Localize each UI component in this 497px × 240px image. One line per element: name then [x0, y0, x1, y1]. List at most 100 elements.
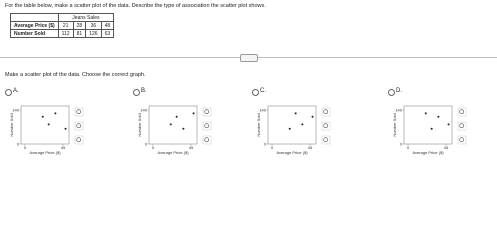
- open-window[interactable]: [74, 135, 84, 145]
- point: [182, 127, 185, 130]
- point: [41, 115, 44, 118]
- point: [447, 123, 450, 126]
- y-tick-label: 140: [259, 107, 266, 112]
- icon-frame: [321, 135, 331, 145]
- cell: 48: [100, 21, 115, 30]
- point: [311, 115, 314, 118]
- data-table: Jeans Sales Average Price ($) 21 28 36 4…: [10, 13, 115, 38]
- mini-graph: 0 45 0 140 Average Price ($) Number Sold: [256, 105, 331, 155]
- x-tick-label: 45: [61, 145, 66, 150]
- option-label: C.: [260, 88, 266, 94]
- mini-graph: 0 45 0 140 Average Price ($) Number Sold: [392, 105, 467, 155]
- icon-glyph: [323, 137, 328, 143]
- y-axis-label: Number Sold: [9, 113, 14, 136]
- option-label: A.: [13, 88, 19, 94]
- option[interactable]: D. 0 45 0 140 Average Price ($) Number Sold: [388, 88, 497, 158]
- zoom-in[interactable]: [74, 107, 84, 117]
- x-tick-label: 0: [407, 145, 410, 150]
- open-window[interactable]: [457, 135, 467, 145]
- icon-frame: [74, 135, 84, 145]
- plot-area: [148, 105, 198, 145]
- mini-graph: 0 45 0 140 Average Price ($) Number Sold: [9, 105, 84, 155]
- x-axis-label: Average Price ($): [29, 150, 61, 155]
- y-tick-label: 0: [264, 141, 267, 146]
- point: [437, 115, 440, 118]
- icon-frame: [457, 107, 467, 117]
- zoom-out[interactable]: [321, 121, 331, 131]
- point: [288, 127, 291, 130]
- x-tick-label: 45: [308, 145, 313, 150]
- icon-glyph: [323, 109, 328, 114]
- option-label: B.: [141, 88, 147, 94]
- x-tick-label: 0: [152, 145, 155, 150]
- option[interactable]: C. 0 45 0 140 Average Price ($) Number Sold: [252, 88, 372, 158]
- radio[interactable]: [388, 89, 395, 96]
- cell: 112: [57, 29, 74, 38]
- radio[interactable]: [5, 89, 12, 96]
- table-title: Jeans Sales: [57, 13, 115, 22]
- x-tick-label: 0: [271, 145, 274, 150]
- icon-frame: [457, 135, 467, 145]
- point: [64, 127, 67, 130]
- y-tick-label: 0: [145, 141, 148, 146]
- prompt: Make a scatter plot of the data. Choose …: [5, 72, 146, 78]
- zoom-in[interactable]: [321, 107, 331, 117]
- cell: 63: [100, 29, 115, 38]
- point: [175, 115, 178, 118]
- icon-frame: [74, 107, 84, 117]
- zoom-in[interactable]: [202, 107, 212, 117]
- cell: 126: [85, 29, 102, 38]
- x-tick-label: 0: [24, 145, 27, 150]
- icon-frame: [74, 121, 84, 131]
- row-header: Number Sold: [10, 29, 59, 38]
- point: [424, 112, 427, 115]
- point: [54, 112, 57, 115]
- y-axis-label: Number Sold: [137, 113, 142, 136]
- icon-glyph: [76, 137, 81, 143]
- cell: 28: [72, 21, 87, 30]
- y-tick-label: 140: [140, 107, 147, 112]
- point: [301, 123, 304, 126]
- x-tick-label: 45: [444, 145, 449, 150]
- icon-frame: [202, 107, 212, 117]
- zoom-out[interactable]: [74, 121, 84, 131]
- cell: 36: [85, 21, 102, 30]
- icon-glyph: [459, 109, 464, 114]
- icon-frame: [202, 135, 212, 145]
- zoom-out[interactable]: [457, 121, 467, 131]
- radio[interactable]: [252, 89, 259, 96]
- open-window[interactable]: [202, 135, 212, 145]
- point: [47, 123, 50, 126]
- icon-glyph: [76, 109, 81, 114]
- expand-button[interactable]: [240, 54, 258, 62]
- y-axis-label: Number Sold: [392, 113, 397, 136]
- icon-glyph: [459, 123, 464, 129]
- x-axis-label: Average Price ($): [157, 150, 189, 155]
- icon-frame: [321, 121, 331, 131]
- zoom-in[interactable]: [457, 107, 467, 117]
- question: For the table below, make a scatter plot…: [5, 3, 266, 9]
- radio[interactable]: [133, 89, 140, 96]
- y-tick-label: 0: [400, 141, 403, 146]
- zoom-out[interactable]: [202, 121, 212, 131]
- x-axis-label: Average Price ($): [412, 150, 444, 155]
- icon-glyph: [204, 137, 209, 143]
- y-axis-label: Number Sold: [256, 113, 261, 136]
- option[interactable]: B. 0 45 0 140 Average Price ($) Number Sold: [133, 88, 253, 158]
- icon-frame: [457, 121, 467, 131]
- point: [169, 123, 172, 126]
- point: [192, 112, 195, 115]
- icon-glyph: [204, 123, 209, 129]
- icon-frame: [321, 107, 331, 117]
- x-tick-label: 45: [189, 145, 194, 150]
- mini-graph: 0 45 0 140 Average Price ($) Number Sold: [137, 105, 212, 155]
- cell: 81: [72, 29, 87, 38]
- open-window[interactable]: [321, 135, 331, 145]
- icon-glyph: [204, 109, 209, 114]
- y-tick-label: 140: [395, 107, 402, 112]
- icon-glyph: [323, 123, 328, 129]
- option[interactable]: A. 0 45 0 140 Average Price ($) Number Sold: [5, 88, 125, 158]
- x-axis-label: Average Price ($): [276, 150, 308, 155]
- icon-glyph: [76, 123, 81, 129]
- plot-area: [20, 105, 70, 145]
